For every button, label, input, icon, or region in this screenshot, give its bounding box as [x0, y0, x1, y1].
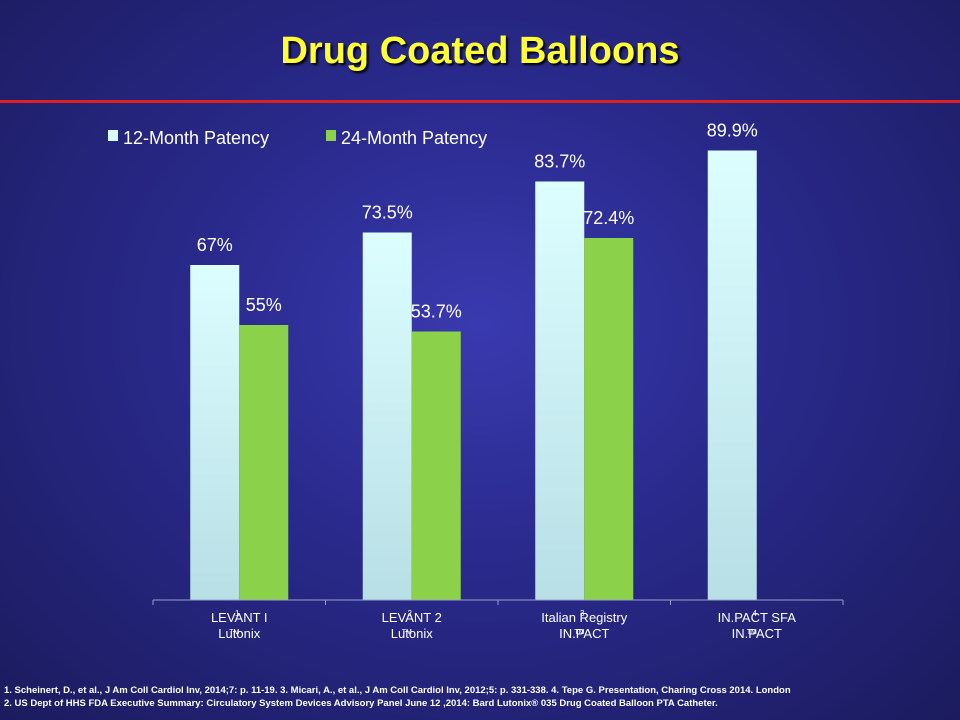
data-label: 53.7% — [411, 302, 462, 322]
data-label: 72.4% — [583, 208, 634, 228]
legend-label: 12-Month Patency — [123, 128, 269, 148]
chart-bars — [190, 150, 757, 600]
bar-24-month — [239, 325, 289, 600]
x-tick-superscript: 4 — [753, 609, 758, 618]
bar-12-month — [190, 265, 240, 600]
x-tick-label: LEVANT I — [211, 610, 268, 625]
bar-24-month — [411, 331, 461, 600]
x-tick-label: Lutonix — [218, 626, 260, 641]
legend-swatch — [108, 130, 118, 141]
chart-legend: 12-Month Patency 24-Month Patency — [108, 128, 487, 148]
data-label: 83.7% — [534, 152, 585, 172]
data-label: 73.5% — [362, 203, 413, 223]
footnote-line: 1. Scheinert, D., et al., J Am Coll Card… — [4, 685, 791, 696]
title-divider — [0, 100, 960, 103]
x-tick-trademark: TM — [402, 629, 412, 636]
x-tick-trademark: TM — [747, 629, 757, 636]
data-label: 55% — [246, 295, 282, 315]
legend-swatch — [326, 130, 336, 141]
x-tick-label: Lutonix — [391, 626, 433, 641]
bar-12-month — [707, 150, 757, 600]
legend-label: 24-Month Patency — [341, 128, 487, 148]
x-tick-label: Italian Registry — [541, 610, 627, 625]
x-tick-label: IN.PACT — [732, 626, 782, 641]
data-label: 67% — [197, 235, 233, 255]
x-tick-trademark: TM — [574, 629, 584, 636]
x-tick-label: IN.PACT — [559, 626, 609, 641]
bar-24-month — [584, 238, 634, 600]
bar-12-month — [362, 232, 412, 600]
x-tick-superscript: 1 — [235, 609, 240, 618]
x-tick-superscript: 3 — [580, 609, 585, 618]
footnotes: 1. Scheinert, D., et al., J Am Coll Card… — [4, 684, 956, 710]
x-tick-superscript: 2 — [408, 609, 413, 618]
footnote-line: 2. US Dept of HHS FDA Executive Summary:… — [4, 698, 718, 709]
bar-12-month — [535, 181, 585, 600]
x-tick-label: LEVANT 2 — [382, 610, 442, 625]
slide-title: Drug Coated Balloons — [280, 30, 680, 72]
data-label: 89.9% — [707, 121, 758, 141]
chart-data-labels: 67% 55% 73.5% 53.7% 83.7% 72.4% 89.9% — [197, 121, 758, 322]
x-tick-label: IN.PACT SFA — [718, 610, 797, 625]
x-tick-trademark: TM — [229, 629, 239, 636]
